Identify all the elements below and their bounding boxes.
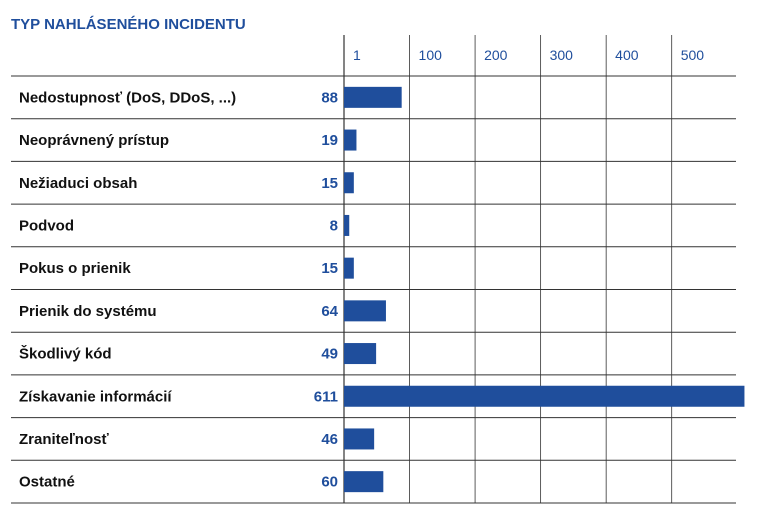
value-label: 64	[321, 303, 338, 320]
bar	[344, 257, 354, 279]
x-tick-label: 300	[550, 47, 574, 63]
chart-title: TYP NAHLÁSENÉHO INCIDENTU	[11, 16, 246, 33]
bar-row: Podvod 8	[19, 214, 350, 236]
category-label: Ostatné	[19, 474, 75, 491]
value-label: 15	[321, 175, 338, 192]
bar	[344, 343, 377, 365]
bar-row: Nedostupnosť (DoS, DDoS, ...) 88	[19, 86, 402, 108]
value-label: 8	[330, 217, 338, 234]
bar	[344, 86, 402, 108]
category-label: Nežiaduci obsah	[19, 175, 137, 192]
value-label: 19	[321, 132, 338, 149]
bar	[344, 172, 354, 194]
value-label: 60	[321, 474, 338, 491]
bar-row: Pokus o prienik 15	[19, 257, 354, 279]
bar	[344, 471, 384, 493]
bar	[344, 214, 350, 236]
category-label: Prienik do systému	[19, 303, 157, 320]
category-label: Získavanie informácií	[19, 388, 172, 405]
grid-lines	[11, 35, 736, 504]
bar-row: Zraniteľnosť 46	[19, 428, 375, 450]
category-label: Neoprávnený prístup	[19, 132, 169, 149]
category-label: Škodlivý kód	[19, 345, 112, 363]
value-label: 611	[314, 388, 338, 405]
x-tick-label: 1	[353, 47, 361, 63]
bar-row: Prienik do systému 64	[19, 300, 386, 322]
value-label: 15	[321, 260, 338, 277]
bar-row: Neoprávnený prístup 19	[19, 129, 357, 151]
bar-rows: Nedostupnosť (DoS, DDoS, ...) 88 Neoprávne…	[19, 86, 745, 493]
category-label: Podvod	[19, 217, 74, 234]
x-tick-label: 400	[615, 47, 639, 63]
category-label: Zraniteľnosť	[19, 431, 109, 448]
x-axis-ticks: 1 100 200 300 400 500	[353, 47, 704, 63]
category-label: Nedostupnosť (DoS, DDoS, ...)	[19, 89, 236, 106]
value-label: 46	[321, 431, 338, 448]
value-label: 49	[321, 346, 338, 363]
bar-row: Škodlivý kód 49	[19, 343, 377, 365]
x-tick-label: 500	[681, 47, 705, 63]
x-tick-label: 200	[484, 47, 508, 63]
bar-row: Ostatné 60	[19, 471, 384, 493]
bar-row: Získavanie informácií 611	[19, 385, 745, 407]
x-tick-label: 100	[419, 47, 443, 63]
bar	[344, 129, 357, 151]
bar	[344, 385, 745, 407]
bar	[344, 300, 386, 322]
bar-row: Nežiaduci obsah 15	[19, 172, 354, 194]
value-label: 88	[321, 89, 338, 106]
bar	[344, 428, 375, 450]
category-label: Pokus o prienik	[19, 260, 131, 277]
